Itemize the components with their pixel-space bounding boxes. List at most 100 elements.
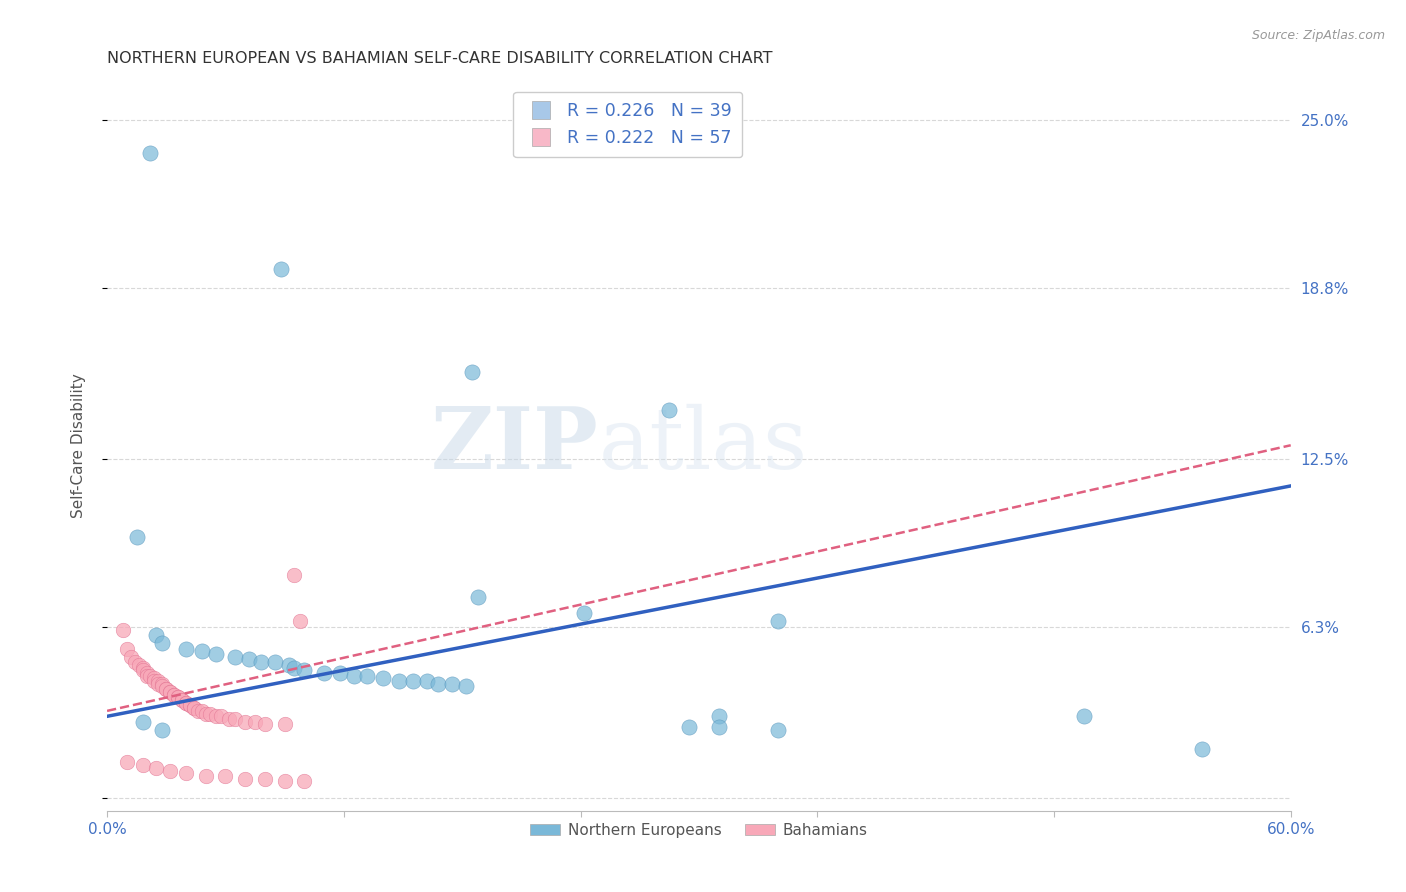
Point	[167, 690, 190, 705]
Point	[1073, 709, 1095, 723]
Point	[263, 655, 285, 669]
Point	[204, 709, 226, 723]
Point	[766, 723, 789, 737]
Point	[356, 668, 378, 682]
Point	[574, 607, 596, 621]
Point	[163, 688, 186, 702]
Point	[150, 680, 173, 694]
Point	[128, 657, 150, 672]
Point	[139, 668, 162, 682]
Point	[218, 712, 240, 726]
Point	[283, 568, 305, 582]
Point	[707, 709, 730, 723]
Point	[131, 758, 153, 772]
Point	[139, 145, 162, 160]
Point	[187, 704, 209, 718]
Point	[194, 706, 217, 721]
Point	[312, 665, 335, 680]
Point	[277, 657, 299, 672]
Point	[233, 714, 256, 729]
Point	[143, 672, 166, 686]
Point	[155, 682, 177, 697]
Point	[159, 685, 181, 699]
Point	[145, 628, 167, 642]
Point	[135, 665, 157, 680]
Point	[183, 701, 205, 715]
Point	[125, 530, 148, 544]
Point	[120, 649, 142, 664]
Point	[115, 756, 138, 770]
Point	[143, 674, 166, 689]
Point	[194, 769, 217, 783]
Point	[402, 674, 425, 689]
Point	[191, 704, 214, 718]
Point	[150, 677, 173, 691]
Point	[179, 698, 201, 713]
Point	[131, 714, 153, 729]
Point	[211, 709, 233, 723]
Point	[467, 590, 489, 604]
Point	[250, 655, 273, 669]
Point	[155, 682, 177, 697]
Point	[678, 720, 700, 734]
Point	[191, 644, 214, 658]
Legend: Northern Europeans, Bahamians: Northern Europeans, Bahamians	[524, 816, 875, 844]
Point	[658, 403, 681, 417]
Point	[290, 615, 312, 629]
Point	[148, 674, 170, 689]
Point	[1191, 742, 1213, 756]
Point	[131, 660, 153, 674]
Point	[174, 696, 197, 710]
Text: NORTHERN EUROPEAN VS BAHAMIAN SELF-CARE DISABILITY CORRELATION CHART: NORTHERN EUROPEAN VS BAHAMIAN SELF-CARE …	[107, 51, 772, 66]
Point	[167, 690, 190, 705]
Point	[150, 723, 173, 737]
Point	[224, 712, 246, 726]
Point	[427, 677, 450, 691]
Text: atlas: atlas	[599, 404, 807, 487]
Point	[131, 663, 153, 677]
Point	[198, 706, 221, 721]
Point	[273, 717, 295, 731]
Point	[292, 774, 315, 789]
Point	[159, 685, 181, 699]
Point	[388, 674, 411, 689]
Point	[148, 677, 170, 691]
Point	[111, 623, 134, 637]
Point	[273, 774, 295, 789]
Point	[766, 615, 789, 629]
Point	[373, 672, 395, 686]
Point	[150, 636, 173, 650]
Point	[707, 720, 730, 734]
Point	[174, 696, 197, 710]
Point	[343, 668, 366, 682]
Point	[214, 769, 236, 783]
Point	[461, 365, 484, 379]
Point	[233, 772, 256, 786]
Point	[243, 714, 266, 729]
Point	[179, 698, 201, 713]
Point	[441, 677, 464, 691]
Point	[135, 668, 157, 682]
Point	[115, 641, 138, 656]
Point	[238, 652, 260, 666]
Point	[283, 660, 305, 674]
Point	[415, 674, 437, 689]
Point	[270, 262, 292, 277]
Point	[124, 655, 146, 669]
Y-axis label: Self-Care Disability: Self-Care Disability	[72, 373, 86, 517]
Text: ZIP: ZIP	[430, 403, 599, 487]
Point	[329, 665, 352, 680]
Point	[170, 693, 193, 707]
Point	[183, 701, 205, 715]
Text: Source: ZipAtlas.com: Source: ZipAtlas.com	[1251, 29, 1385, 42]
Point	[292, 663, 315, 677]
Point	[456, 680, 478, 694]
Point	[204, 647, 226, 661]
Point	[163, 688, 186, 702]
Point	[145, 761, 167, 775]
Point	[174, 766, 197, 780]
Point	[174, 641, 197, 656]
Point	[253, 717, 276, 731]
Point	[253, 772, 276, 786]
Point	[224, 649, 246, 664]
